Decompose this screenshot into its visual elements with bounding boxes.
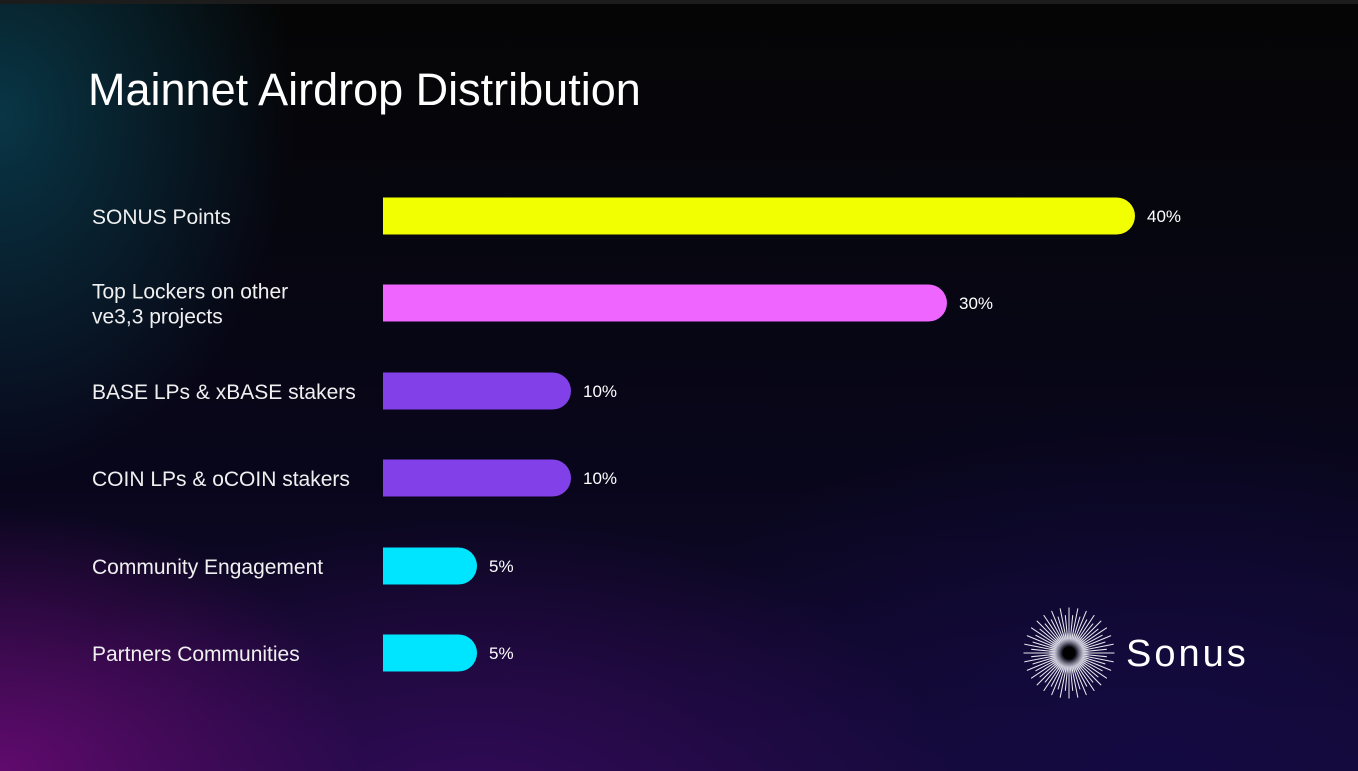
category-label: Partners Communities [92, 643, 300, 666]
category-label: Top Lockers on other ve3,3 projects [92, 281, 288, 329]
category-label: COIN LPs & oCOIN stakers [92, 468, 350, 491]
bar-value-label: 5% [489, 557, 514, 576]
bar-value-label: 10% [583, 382, 617, 401]
bar [383, 284, 947, 322]
bar-value-label: 10% [583, 469, 617, 488]
bar [383, 372, 571, 410]
bar-value-label: 30% [959, 294, 993, 313]
page-title: Mainnet Airdrop Distribution [88, 64, 641, 115]
bar-value-label: 40% [1147, 207, 1181, 226]
brand-name: Sonus [1126, 633, 1249, 675]
bar [383, 547, 478, 585]
bar [383, 197, 1135, 235]
category-label: SONUS Points [92, 206, 231, 229]
bar [383, 459, 571, 497]
category-label: BASE LPs & xBASE stakers [92, 381, 356, 404]
starburst-icon [1023, 607, 1115, 699]
bar-value-label: 5% [489, 644, 514, 663]
category-label: Community Engagement [92, 556, 323, 579]
top-edge-bar [0, 0, 1358, 4]
bar [383, 634, 478, 672]
